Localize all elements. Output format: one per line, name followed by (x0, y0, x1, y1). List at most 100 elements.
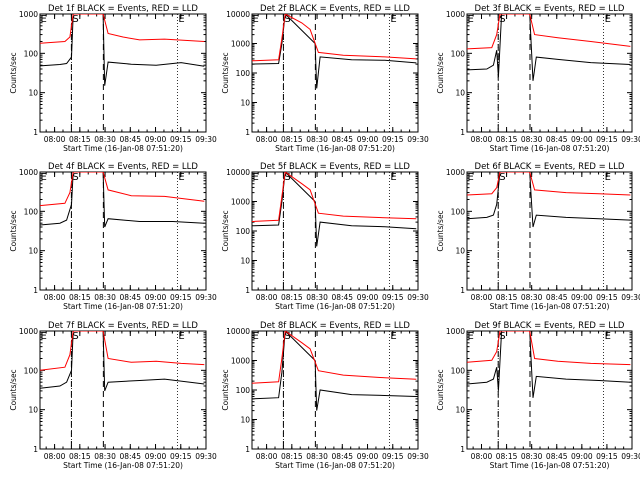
x-tick-label: 08:00 (256, 452, 278, 461)
y-tick-label: 10 (455, 247, 465, 256)
y-axis-label: Counts/sec (436, 210, 445, 251)
x-tick-label: 09:15 (382, 293, 404, 302)
series-lld-line (252, 14, 417, 62)
y-tick-label: 1000 (19, 10, 38, 19)
x-tick-label: 09:30 (407, 293, 429, 302)
x-tick-label: 09:30 (195, 452, 217, 461)
event-marker-label: S (284, 172, 290, 183)
x-tick-label: 08:30 (306, 452, 328, 461)
x-tick-label: 08:00 (471, 452, 493, 461)
y-tick-label: 10 (455, 406, 465, 415)
x-tick-label: 08:00 (256, 293, 278, 302)
y-axis-label: Counts/sec (221, 210, 230, 251)
x-tick-label: 08:30 (521, 452, 543, 461)
chart-panel-8: Det 8f BLACK = Events, RED = LLD 1 10 100 10… (221, 321, 429, 470)
x-tick-label: 08:30 (94, 293, 116, 302)
y-tick-label: 10 (240, 416, 250, 425)
series-events-line (40, 331, 205, 392)
y-tick-label: 10 (240, 99, 250, 108)
x-tick-label: 09:00 (145, 293, 167, 302)
event-marker-label: E (252, 172, 258, 183)
x-tick-label: 09:30 (407, 135, 429, 144)
x-axis-label: Start Time (16-Jan-08 07:51:20) (63, 144, 183, 153)
x-tick-label: 08:15 (69, 452, 91, 461)
y-tick-label: 1 (245, 286, 250, 295)
chart-panel-6: Det 6f BLACK = Events, RED = LLD 1 10 100 10… (436, 162, 640, 311)
chart-title: Det 5f BLACK = Events, RED = LLD (260, 162, 410, 172)
event-marker-label: S (284, 331, 290, 342)
y-tick-label: 1 (460, 286, 465, 295)
y-axis-label: Counts/sec (436, 52, 445, 93)
series-layer (252, 331, 417, 411)
series-lld-line (467, 331, 631, 366)
y-tick-label: 10 (240, 257, 250, 266)
y-tick-label: 1 (460, 128, 465, 137)
event-marker-label: S (499, 172, 505, 183)
x-tick-label: 09:30 (407, 452, 429, 461)
y-tick-label: 100 (451, 49, 466, 58)
chart-panel-5: Det 5f BLACK = Events, RED = LLD 1 10 100 10… (221, 162, 429, 311)
y-tick-label: 1 (245, 445, 250, 454)
x-tick-label: 09:15 (170, 135, 192, 144)
y-tick-label: 100 (24, 366, 39, 375)
x-tick-label: 08:00 (44, 452, 66, 461)
x-tick-label: 08:15 (281, 135, 303, 144)
chart-panel-2: Det 2f BLACK = Events, RED = LLD 1 10 100 10… (221, 4, 429, 153)
event-marker-label: E (467, 14, 473, 25)
x-tick-label: 09:00 (571, 452, 593, 461)
chart-title: Det 8f BLACK = Events, RED = LLD (260, 321, 410, 331)
series-lld-line (40, 331, 205, 371)
y-tick-label: 10 (455, 89, 465, 98)
series-lld-line (40, 172, 205, 207)
y-tick-label: 1000 (231, 198, 250, 207)
x-tick-label: 08:45 (119, 293, 141, 302)
x-tick-label: 08:15 (281, 293, 303, 302)
y-tick-label: 10000 (226, 168, 250, 177)
plot-frame (39, 13, 207, 133)
x-tick-label: 09:15 (596, 135, 618, 144)
x-axis-label: Start Time (16-Jan-08 07:51:20) (490, 144, 610, 153)
x-tick-label: 08:45 (546, 135, 568, 144)
x-tick-label: 08:00 (44, 135, 66, 144)
x-tick-label: 08:00 (471, 293, 493, 302)
x-tick-label: 08:45 (331, 452, 353, 461)
x-tick-label: 09:15 (382, 135, 404, 144)
series-events-line (467, 172, 631, 228)
event-marker-label: E (178, 331, 184, 342)
series-lld-line (467, 172, 631, 196)
event-marker-label: E (605, 14, 611, 25)
x-tick-label: 09:30 (195, 135, 217, 144)
x-tick-label: 09:30 (621, 293, 640, 302)
event-marker-label: E (605, 331, 611, 342)
y-tick-label: 1 (245, 128, 250, 137)
x-tick-label: 09:30 (195, 293, 217, 302)
y-tick-label: 10000 (226, 10, 250, 19)
chart-title: Det 9f BLACK = Events, RED = LLD (475, 321, 625, 331)
series-lld-line (40, 14, 205, 44)
series-layer (40, 172, 205, 228)
x-tick-label: 08:15 (281, 452, 303, 461)
series-lld-line (252, 172, 417, 222)
y-tick-label: 1000 (446, 168, 465, 177)
y-tick-label: 1000 (446, 10, 465, 19)
chart-title: Det 1f BLACK = Events, RED = LLD (48, 4, 198, 14)
event-marker-label: E (40, 14, 46, 25)
plot-frame (466, 330, 633, 450)
x-tick-label: 09:00 (145, 135, 167, 144)
x-tick-label: 08:30 (521, 293, 543, 302)
y-tick-label: 1000 (231, 357, 250, 366)
y-axis-label: Counts/sec (221, 369, 230, 410)
event-marker-label: E (178, 14, 184, 25)
event-marker-label: E (40, 172, 46, 183)
event-marker-label: E (390, 172, 396, 183)
x-tick-label: 09:00 (357, 293, 379, 302)
x-tick-label: 09:30 (621, 135, 640, 144)
y-tick-label: 1000 (19, 168, 38, 177)
series-layer (40, 14, 205, 86)
series-events-line (40, 14, 205, 86)
x-tick-label: 08:00 (44, 293, 66, 302)
x-tick-label: 08:15 (496, 452, 518, 461)
plot-frame (39, 171, 207, 291)
y-tick-label: 100 (24, 49, 39, 58)
event-marker-label: E (390, 331, 396, 342)
